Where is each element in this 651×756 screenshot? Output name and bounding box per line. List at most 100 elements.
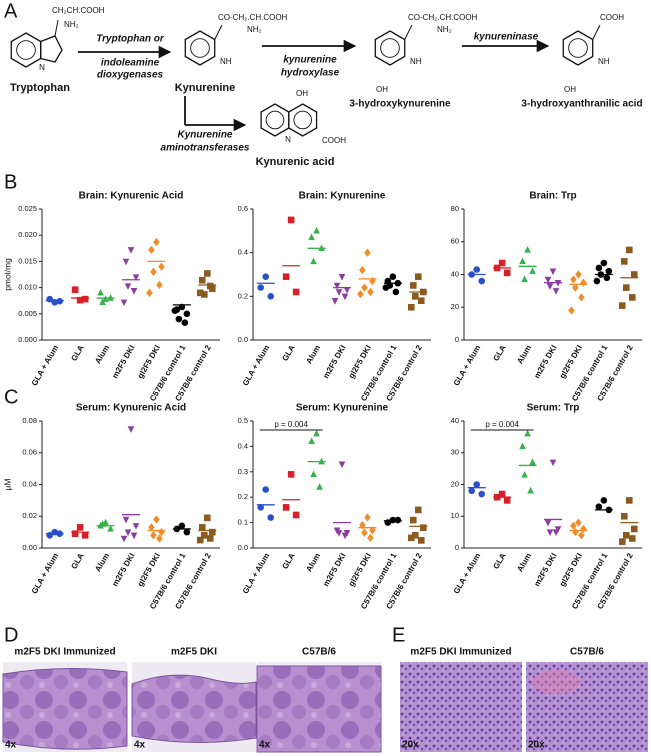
y-tick-label: 60 [451,237,459,246]
data-point [198,524,206,531]
data-point [605,267,613,275]
data-point [130,288,138,295]
data-point [473,481,481,488]
data-point [600,497,608,504]
annotation: p = 0.004 [485,420,519,429]
data-point [529,267,536,274]
x-tick-label: Alum [515,552,533,574]
data-point [183,310,191,318]
data-point [282,504,290,511]
data-point [503,497,511,504]
image-title: m2F5 DKI [171,647,217,658]
x-tick-label: m2F5 DKI [110,552,136,588]
data-point [76,524,84,531]
data-point [361,528,368,537]
y-axis-label: pmol/mg [2,258,12,291]
tissue [256,665,382,753]
data-point [628,294,636,301]
chart-title: Brain: Trp [529,191,576,202]
x-tick-label: GLA [280,551,296,570]
data-point [310,257,317,265]
x-tick-label: gl2F5 DKI [558,552,584,588]
data-point [419,524,427,531]
x-tick-label: GLA [69,343,85,362]
pathway-label: NH₂ [437,25,452,34]
data-point [389,273,397,280]
data-point [603,274,611,282]
data-point [411,532,419,539]
data-point [308,437,315,445]
data-point [580,278,587,287]
data-point [527,486,534,494]
y-tick-label: 0.025 [18,204,37,213]
pathway-label: N [285,135,291,144]
chart-title: Serum: Kynurenine [296,403,389,414]
data-point [262,273,270,280]
data-point [196,289,204,297]
pathway-label: 3-hydroxyanthranilic acid [521,99,642,110]
data-point [282,273,290,280]
magnification: 4x [259,740,271,751]
data-point [178,522,186,530]
data-point [367,533,374,542]
annotation: p = 0.004 [274,420,308,429]
pathway-label: dioxygenases [97,70,164,81]
x-tick-label: m2F5 DKI [110,344,136,380]
data-point [132,274,140,282]
data-point [546,283,554,290]
x-tick-label: Alum [93,344,111,366]
x-tick-label: m2F5 DKI [532,552,558,588]
pathway-label: OH [296,89,308,98]
data-point [625,497,633,504]
data-point [414,506,422,514]
x-tick-label: GLA [280,343,296,362]
pathway-label: NH [410,57,422,66]
y-tick-label: 30 [451,448,459,457]
magnification: 4x [5,740,17,751]
x-tick-label: GLA + Alum [241,552,272,596]
x-tick-label: GLA + Alum [452,344,483,388]
data-point [572,528,579,537]
pathway-label: NH₂ [247,25,262,34]
ring [184,30,216,66]
data-point [267,514,275,521]
x-tick-label: m2F5 DKI [321,552,347,588]
data-point [549,268,557,276]
pathway-label: Kynurenic acid [256,156,335,168]
data-point [313,226,320,234]
data-point [620,512,628,520]
data-point [292,511,300,519]
chart-title: Brain: Kynurenine [299,191,386,202]
data-point [521,471,528,478]
pathway-label: NH₂ [64,20,79,29]
y-tick-label: 0.06 [22,448,37,457]
y-tick-label: 10 [451,511,459,520]
data-point [198,276,206,284]
x-tick-label: GLA [69,551,85,570]
data-point [595,264,603,272]
data-point [287,471,295,478]
data-point [316,483,323,490]
ring-bond [265,110,285,130]
data-point [158,262,165,271]
data-point [81,532,89,539]
data-point [473,266,481,273]
pathway-label: CO-CH₂.CH.COOH [218,13,288,22]
data-point [257,284,265,291]
y-tick-label: 0.08 [22,416,37,425]
data-point [625,246,633,254]
data-point [181,319,189,327]
data-point [409,282,417,289]
ring-bond [568,38,588,58]
pathway-label: hydroxylase [281,68,340,79]
data-point [335,530,343,537]
magnification: 4x [134,740,146,751]
data-point [127,426,135,433]
pathway-label: OH [376,85,388,94]
bond [592,24,601,40]
pathway-label: Tryptophan or [96,34,165,45]
data-point [572,283,579,292]
y-tick-label: 0.04 [22,479,37,488]
data-point [544,276,552,284]
y-tick-label: 20 [451,479,459,488]
